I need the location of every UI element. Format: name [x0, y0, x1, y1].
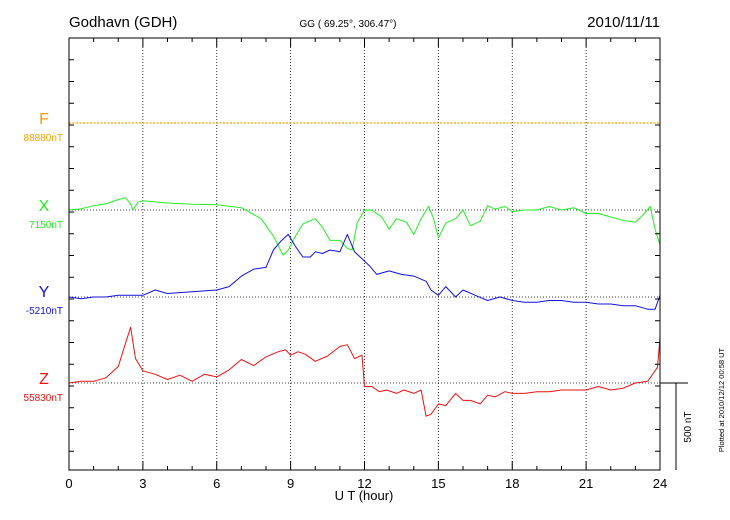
x-tick-label: 21 — [579, 476, 593, 491]
x-tick-label: 12 — [357, 476, 371, 491]
grid-lines — [142, 38, 587, 470]
x-tick-label: 24 — [653, 476, 667, 491]
x-tick-label: 18 — [505, 476, 519, 491]
x-tick-label: 9 — [287, 476, 294, 491]
series-x-line — [68, 197, 661, 256]
channel-y-label: Y — [39, 284, 50, 301]
scale-bar: 500 nT — [660, 382, 694, 470]
x-tick-labels: 0 3 6 9 12 15 18 21 24 — [65, 476, 667, 491]
plotted-at-note: Plotted at 2010/12/12 00:58 UT — [717, 347, 726, 452]
scale-bar-label: 500 nT — [683, 411, 694, 442]
channel-labels: F 88880nT X 7150nT Y -5210nT Z 55830nT — [24, 111, 63, 404]
data-series — [68, 122, 661, 417]
channel-z-baseline-value: 55830nT — [24, 393, 63, 404]
chart-date: 2010/11/11 — [587, 14, 660, 31]
x-tick-label: 15 — [431, 476, 445, 491]
x-tick-label: 3 — [139, 476, 146, 491]
station-coords: GG ( 69.25°, 306.47°) — [300, 19, 397, 30]
channel-z-label: Z — [39, 371, 49, 388]
x-tick-label: 6 — [213, 476, 220, 491]
series-z-line — [68, 326, 661, 417]
channel-y-baseline-value: -5210nT — [26, 306, 63, 317]
channel-f-label: F — [39, 111, 49, 128]
channel-f-baseline-value: 88880nT — [24, 133, 63, 144]
x-axis-title: U T (hour) — [335, 488, 394, 503]
axis-ticks — [68, 38, 661, 470]
channel-x-label: X — [39, 198, 50, 215]
channel-x-baseline-value: 7150nT — [29, 220, 63, 231]
series-y-line — [68, 233, 661, 310]
station-title: Godhavn (GDH) — [69, 14, 177, 31]
x-tick-label: 0 — [65, 476, 72, 491]
